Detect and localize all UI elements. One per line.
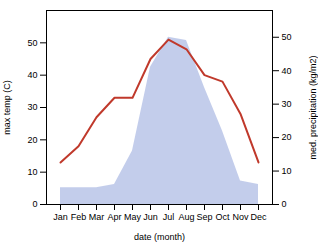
svg-text:50: 50 [27,38,37,48]
svg-text:max temp (C): max temp (C) [2,80,12,135]
svg-text:20: 20 [27,135,37,145]
svg-text:Sep: Sep [196,212,212,222]
svg-text:0: 0 [282,199,287,209]
svg-text:Jun: Jun [143,212,158,222]
svg-text:30: 30 [282,99,292,109]
svg-text:Jan: Jan [53,212,68,222]
svg-text:Dec: Dec [250,212,267,222]
svg-text:20: 20 [282,132,292,142]
svg-text:Aug: Aug [178,212,194,222]
svg-text:10: 10 [282,166,292,176]
svg-text:med. precipitation (kg/m2): med. precipitation (kg/m2) [308,55,318,159]
svg-text:Feb: Feb [71,212,87,222]
svg-text:40: 40 [282,66,292,76]
svg-text:date (month): date (month) [134,232,185,242]
svg-text:40: 40 [27,70,37,80]
svg-text:Apr: Apr [107,212,121,222]
svg-text:50: 50 [282,32,292,42]
svg-text:May: May [124,212,142,222]
svg-text:0: 0 [32,199,37,209]
svg-text:10: 10 [27,167,37,177]
svg-text:Nov: Nov [232,212,249,222]
svg-text:Jul: Jul [163,212,175,222]
svg-text:30: 30 [27,102,37,112]
svg-text:Oct: Oct [215,212,230,222]
svg-text:Mar: Mar [89,212,105,222]
